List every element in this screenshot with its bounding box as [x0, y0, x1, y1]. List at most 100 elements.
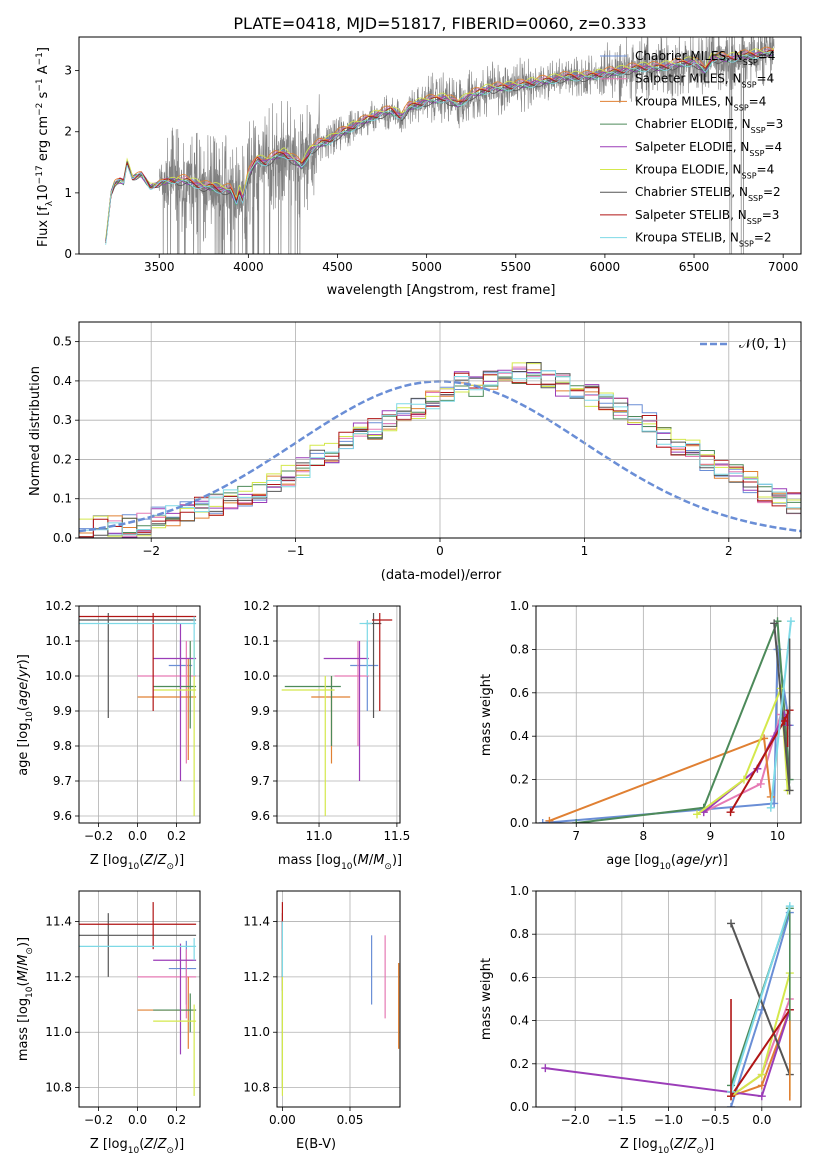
y-tick-label: 11.0 — [243, 1025, 270, 1039]
y-tick-label: 1.0 — [510, 599, 529, 613]
age-vs-mass-plot: 11.0 11.5 9.6 9.7 9.8 9.9 10.0 10.1 10.2 — [243, 599, 410, 843]
x-tick-label: 0.0 — [128, 829, 147, 843]
mass-vs-z-plot: −0.2 0.0 0.2 10.8 11.0 11.2 11.4 — [45, 890, 201, 1127]
residual-xlabel: (data-model)/error — [381, 568, 502, 583]
x-tick-label: −2.0 — [561, 1113, 590, 1127]
x-tick-label: 6500 — [679, 260, 710, 274]
x-tick-label: −0.2 — [84, 1113, 113, 1127]
weight-marker — [766, 803, 775, 812]
weight-marker — [693, 810, 702, 819]
y-tick-label: 9.9 — [53, 704, 72, 718]
weight-vs-age-panel: 7 8 9 10 0.0 0.2 0.4 0.6 0.8 1.0 age [log10(age/y… — [479, 599, 802, 872]
y-tick-label: 11.4 — [243, 914, 270, 928]
x-tick-label: 4000 — [233, 260, 264, 274]
legend-entry: Kroupa ELODIE, NSSP=4 — [635, 163, 774, 181]
y-tick-label: 9.6 — [251, 809, 270, 823]
axes-frame — [78, 890, 201, 1108]
y-tick-label: 0.0 — [510, 1100, 529, 1114]
y-tick-label: 0.2 — [510, 773, 529, 787]
model-spectrum-line — [105, 46, 775, 244]
x-tick-label: 1 — [581, 544, 589, 558]
weight-line — [729, 709, 791, 813]
weight-marker — [572, 819, 581, 823]
legend-entry: Salpeter MILES, NSSP=4 — [635, 72, 774, 90]
x-tick-label: 0.0 — [128, 1113, 147, 1127]
weight-marker — [757, 1070, 766, 1079]
weight-group — [541, 902, 794, 1107]
errorbar-group — [281, 902, 400, 1096]
weight-vs-z-xlabel: Z [log10(Z/Z⊙)] — [620, 1137, 714, 1156]
mass-vs-z-xlabel: Z [log10(Z/Z⊙)] — [90, 1137, 184, 1156]
y-tick-label: 0.3 — [53, 413, 72, 427]
x-tick-label: 0.2 — [167, 829, 186, 843]
y-tick-label: 11.2 — [45, 970, 72, 984]
residual-legend: 𝒩(0, 1) — [700, 337, 786, 352]
weight-marker — [739, 775, 748, 784]
y-tick-label: 10.1 — [45, 634, 72, 648]
weight-line — [730, 905, 791, 1093]
age-vs-mass-xlabel: mass [log10(M/M⊙)] — [278, 853, 402, 872]
spectrum-panel: 3500 4000 4500 5000 5500 6000 6500 7000 0 1 2 3 wav… — [35, 36, 802, 298]
y-tick-label: 0.2 — [510, 1057, 529, 1071]
y-tick-label: 9.6 — [53, 809, 72, 823]
x-tick-label: −0.5 — [701, 1113, 730, 1127]
spectrum-xlabel: wavelength [Angstrom, rest frame] — [327, 283, 556, 298]
model-spectrum-line — [105, 49, 775, 243]
errorbar-group — [281, 613, 393, 816]
age-vs-z-xlabel: Z [log10(Z/Z⊙)] — [90, 853, 184, 872]
axes-frame — [535, 605, 802, 824]
weight-vs-age-xlabel: age [log10(age/yr)] — [606, 853, 728, 872]
y-tick-label: 0.0 — [510, 816, 529, 830]
y-tick-label: 9.7 — [251, 774, 270, 788]
y-tick-label: 11.2 — [243, 970, 270, 984]
weight-marker — [727, 1103, 736, 1107]
y-tick-label: 10.0 — [45, 669, 72, 683]
mass-vs-ebv-panel: 0.00 0.05 10.8 11.0 11.2 11.4 E(B-V) — [243, 890, 401, 1152]
weight-group — [538, 617, 795, 823]
weight-vs-z-panel: −2.0 −1.5 −1.0 −0.5 0.0 0.0 0.2 0.4 0.6 0.8 1.0 Z … — [479, 884, 802, 1156]
weight-marker — [786, 617, 795, 626]
weight-marker — [756, 779, 765, 788]
mass-vs-ebv-xlabel: E(B-V) — [296, 1137, 336, 1152]
legend-entry: Chabrier MILES, NSSP=4 — [635, 49, 775, 67]
x-tick-label: 7 — [572, 829, 580, 843]
spectrum-legend: Chabrier MILES, NSSP=4 Salpeter MILES, NS… — [600, 49, 783, 248]
spectrum-ylabel: Flux [fλ10−17 erg cm−2 s−1 A−1] — [35, 47, 55, 247]
mass-vs-z-panel: −0.2 0.0 0.2 10.8 11.0 11.2 11.4 Z [log10(Z/Z⊙… — [16, 890, 201, 1156]
y-tick-label: 1 — [64, 186, 72, 200]
weight-marker — [538, 819, 547, 823]
x-tick-label: −0.2 — [84, 829, 113, 843]
legend-entry: Kroupa MILES, NSSP=4 — [635, 94, 766, 112]
y-tick-label: 0.1 — [53, 492, 72, 506]
weight-marker — [726, 808, 735, 817]
y-tick-label: 0 — [64, 247, 72, 261]
weight-vs-age-plot: 7 8 9 10 0.0 0.2 0.4 0.6 0.8 1.0 — [510, 599, 802, 843]
axes-frame — [78, 36, 802, 255]
x-tick-label: 0 — [436, 544, 444, 558]
weight-marker — [785, 902, 794, 911]
y-tick-label: 0.0 — [53, 531, 72, 545]
y-tick-label: 0.4 — [53, 374, 72, 388]
residual-panel: −2 −1 0 1 2 0.0 0.1 0.2 0.3 0.4 0.5 (data-model)/e… — [28, 321, 802, 583]
x-tick-label: 3500 — [144, 260, 175, 274]
weight-line — [576, 620, 791, 823]
x-tick-label: 9 — [707, 829, 715, 843]
weight-marker — [757, 1092, 766, 1101]
y-tick-label: 0.5 — [53, 335, 72, 349]
x-tick-label: −2 — [142, 544, 160, 558]
weight-marker — [727, 919, 736, 928]
residual-ylabel: Normed distribution — [28, 366, 43, 496]
axes-frame — [276, 605, 401, 824]
y-tick-label: 0.2 — [53, 452, 72, 466]
axes-frame — [78, 605, 201, 824]
weight-vs-z-plot: −2.0 −1.5 −1.0 −0.5 0.0 0.0 0.2 0.4 0.6 0.8 1.0 — [510, 884, 802, 1127]
x-tick-label: −1.5 — [607, 1113, 636, 1127]
age-vs-mass-panel: 11.0 11.5 9.6 9.7 9.8 9.9 10.0 10.1 10.2 mass [l… — [243, 599, 410, 872]
y-tick-label: 10.2 — [45, 599, 72, 613]
x-tick-label: 5500 — [500, 260, 531, 274]
y-tick-label: 0.4 — [510, 729, 529, 743]
x-tick-label: 0.0 — [752, 1113, 771, 1127]
y-tick-label: 9.8 — [53, 739, 72, 753]
y-tick-label: 10.1 — [243, 634, 270, 648]
